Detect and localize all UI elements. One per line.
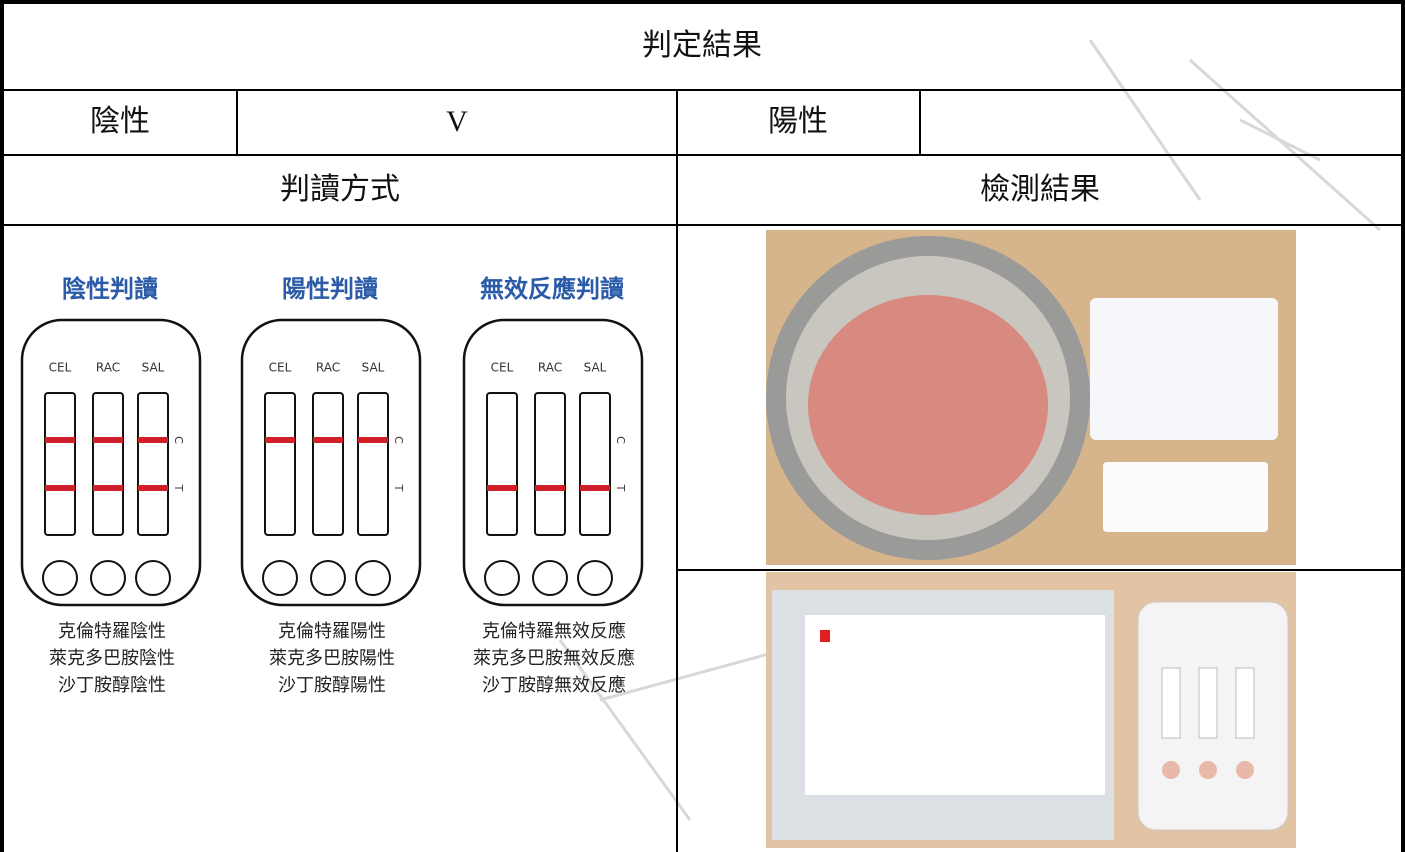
- line-label: T: [392, 484, 405, 492]
- result-line: [138, 485, 168, 491]
- sample-well: [532, 560, 568, 596]
- test-strip: [264, 392, 296, 536]
- result-line: [45, 437, 75, 443]
- caption: 沙丁胺醇陽性: [278, 675, 386, 696]
- result-line: [580, 485, 610, 491]
- test-strip: [44, 392, 76, 536]
- sample-well: [355, 560, 391, 596]
- positive-label: 陽性: [768, 105, 828, 138]
- caption: 沙丁胺醇陰性: [58, 675, 166, 696]
- table-title: 判定結果: [642, 29, 762, 62]
- result-line: [313, 437, 343, 443]
- panel-title: 無效反應判讀: [480, 275, 624, 303]
- strip-label: SAL: [362, 361, 385, 375]
- result-line: [93, 485, 123, 491]
- test-strip: [137, 392, 169, 536]
- negative-mark: V: [446, 105, 468, 138]
- strip-label: CEL: [491, 361, 514, 375]
- result-line: [487, 485, 517, 491]
- strip-label: CEL: [269, 361, 292, 375]
- line-label: C: [614, 436, 627, 444]
- sample-well: [90, 560, 126, 596]
- sample-well: [484, 560, 520, 596]
- line-label: T: [614, 484, 627, 492]
- result-line: [45, 485, 75, 491]
- result-line: [358, 437, 388, 443]
- sample-well: [310, 560, 346, 596]
- photo-meat: [766, 230, 1296, 565]
- test-strip: [534, 392, 566, 536]
- cassette: [20, 318, 202, 607]
- sample-well: [577, 560, 613, 596]
- caption: 沙丁胺醇無效反應: [482, 674, 626, 696]
- cassette: [462, 318, 644, 607]
- strip-label: RAC: [316, 361, 340, 375]
- test-strip: [486, 392, 518, 536]
- caption: 萊克多巴胺無效反應: [473, 647, 635, 669]
- result-line: [93, 437, 123, 443]
- line-label: C: [392, 436, 405, 444]
- strip-label: RAC: [538, 361, 562, 375]
- photo-test-kit: [766, 572, 1296, 848]
- strip-label: SAL: [584, 361, 607, 375]
- test-strip: [579, 392, 611, 536]
- panel-title: 陰性判讀: [62, 275, 158, 303]
- caption: 克倫特羅無效反應: [482, 620, 626, 642]
- negative-label: 陰性: [90, 105, 150, 138]
- cassette: [240, 318, 422, 607]
- caption: 萊克多巴胺陽性: [269, 648, 395, 669]
- result-line: [138, 437, 168, 443]
- method-header: 判讀方式: [280, 173, 400, 206]
- test-strip: [92, 392, 124, 536]
- sample-well: [135, 560, 171, 596]
- test-strip: [357, 392, 389, 536]
- test-strip: [312, 392, 344, 536]
- caption: 克倫特羅陽性: [278, 621, 386, 642]
- strip-label: SAL: [142, 361, 165, 375]
- result-line: [535, 485, 565, 491]
- result-line: [265, 437, 295, 443]
- caption: 克倫特羅陰性: [58, 621, 166, 642]
- caption: 萊克多巴胺陰性: [49, 648, 175, 669]
- sample-well: [262, 560, 298, 596]
- strip-label: CEL: [49, 361, 72, 375]
- panel-title: 陽性判讀: [282, 275, 378, 303]
- line-label: C: [172, 436, 185, 444]
- strip-label: RAC: [96, 361, 120, 375]
- line-label: T: [172, 484, 185, 492]
- sample-well: [42, 560, 78, 596]
- result-header: 檢測結果: [980, 173, 1100, 206]
